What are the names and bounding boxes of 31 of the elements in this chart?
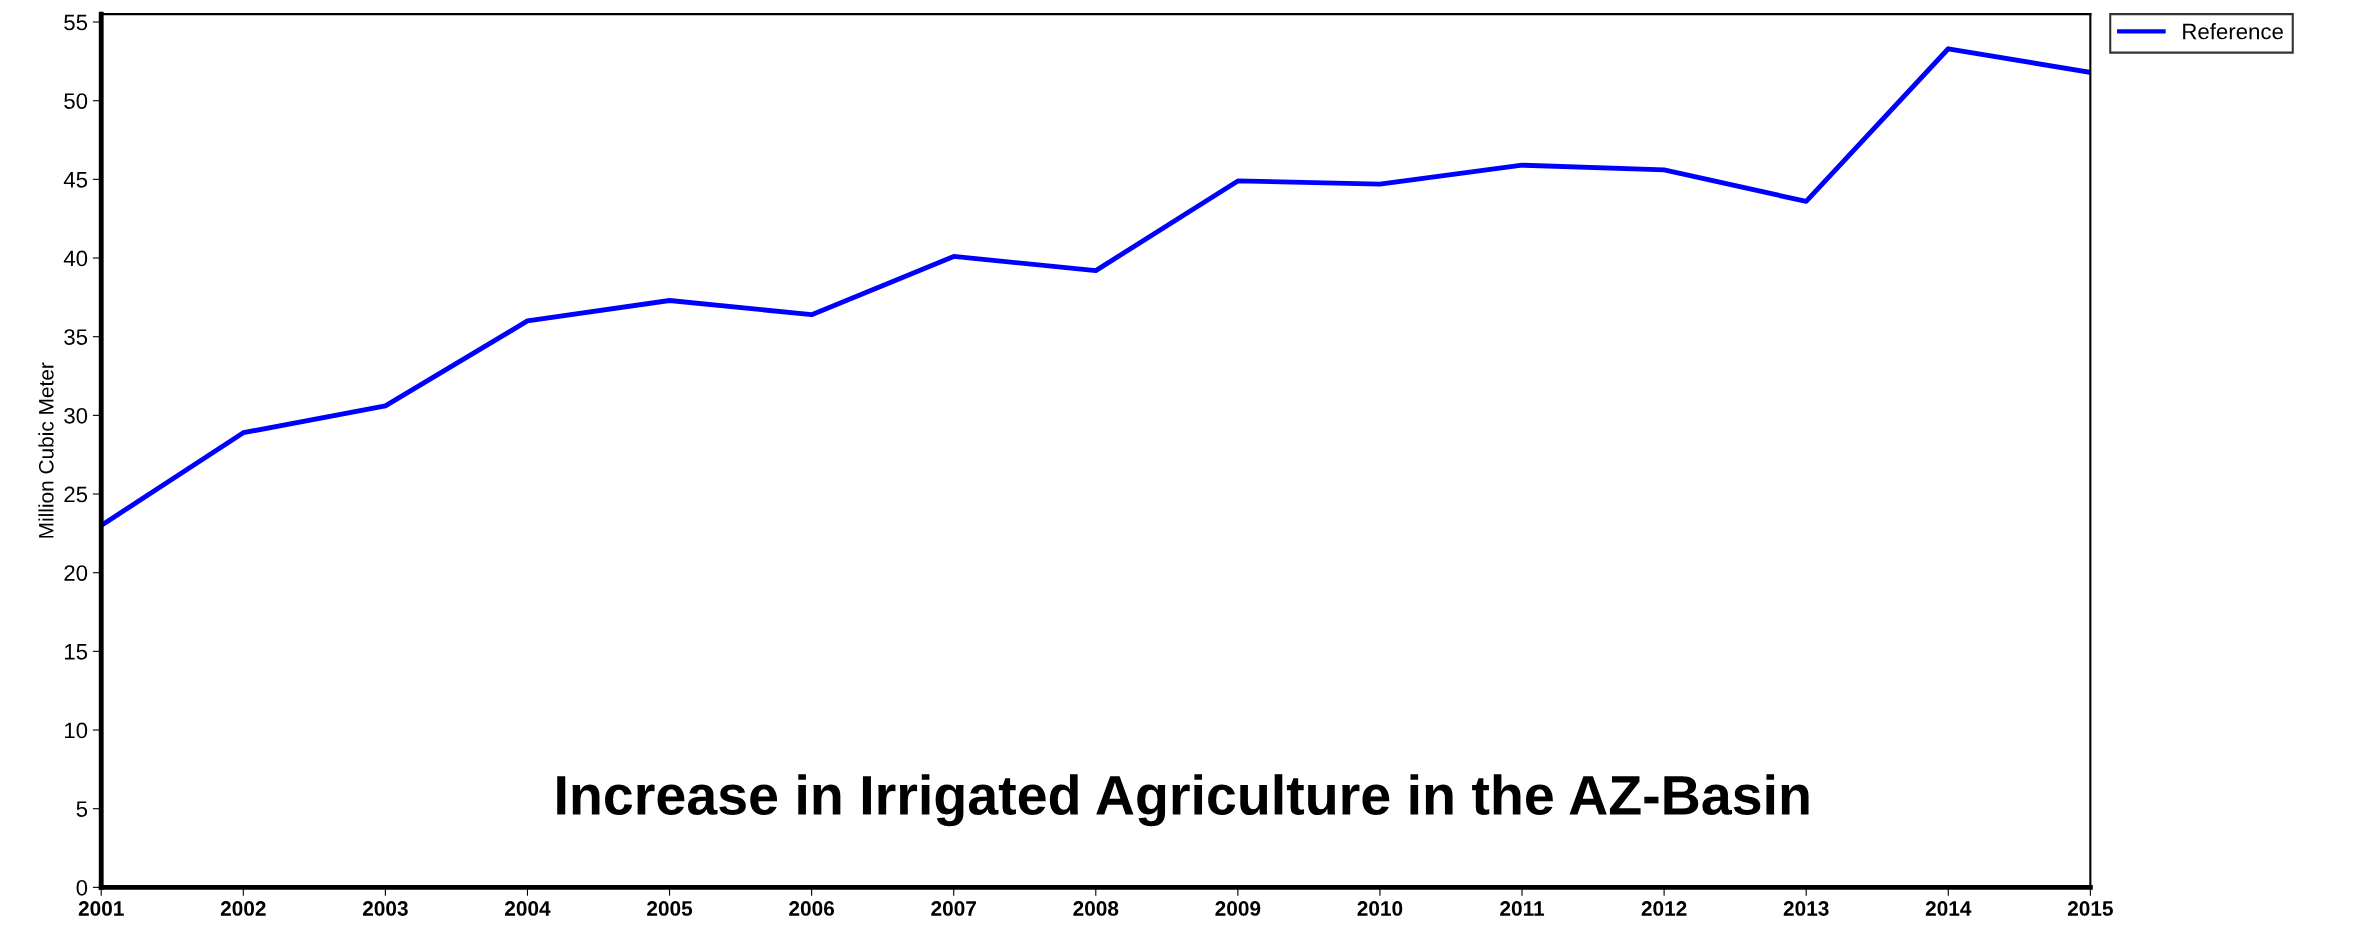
x-tick-label: 2009 <box>1215 901 1261 916</box>
x-tick-label: 2002 <box>220 901 266 916</box>
x-tick-label: 2005 <box>647 901 693 916</box>
legend-label: Reference <box>2183 23 2283 40</box>
y-tick-label: 0 <box>76 879 88 896</box>
x-tick-label: 2006 <box>789 901 835 916</box>
y-tick-label: 45 <box>63 172 88 188</box>
x-tick-label: 2012 <box>1641 901 1687 916</box>
x-tick-label: 2013 <box>1783 901 1829 916</box>
y-axis-title: Million Cubic Meter <box>38 362 54 538</box>
x-tick-label: 2004 <box>505 901 551 916</box>
x-tick-label: 2007 <box>931 901 976 916</box>
x-tick-label: 2010 <box>1357 901 1403 916</box>
y-tick-label: 50 <box>64 93 88 109</box>
x-tick-label: 2015 <box>2067 901 2113 916</box>
y-tick-label: 40 <box>63 250 88 267</box>
y-tick-label: 30 <box>64 407 88 424</box>
x-tick-label: 2003 <box>362 901 408 916</box>
text: Increase in Irrigated Agriculture in the AZ-Basin <box>557 774 1809 827</box>
x-tick-label: 2001 <box>78 901 124 916</box>
x-tick-label: 2008 <box>1073 901 1119 916</box>
y-tick-label: 5 <box>76 801 88 817</box>
y-tick-label: 15 <box>65 644 88 660</box>
y-tick-label: 10 <box>65 722 88 739</box>
y-tick-label: 20 <box>64 565 88 581</box>
line-series <box>101 46 2091 528</box>
x-tick-label: 2014 <box>1925 901 1972 916</box>
x-tick-label: 2011 <box>1500 901 1545 916</box>
y-tick-label: 55 <box>64 14 88 31</box>
y-tick-label: 25 <box>64 486 88 503</box>
y-tick-label: 35 <box>64 329 88 345</box>
